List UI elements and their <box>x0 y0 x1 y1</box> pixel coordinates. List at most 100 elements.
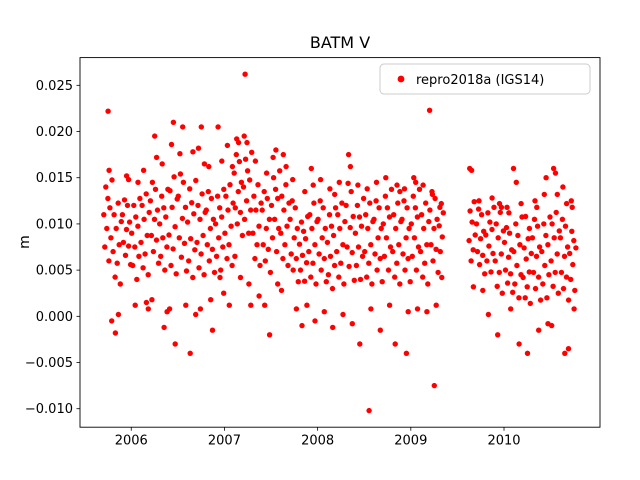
data-point <box>277 168 283 174</box>
data-point <box>328 223 335 229</box>
data-point <box>412 205 419 211</box>
data-point <box>554 251 560 257</box>
data-point <box>107 205 113 211</box>
data-point <box>365 225 371 232</box>
data-point <box>488 269 494 275</box>
data-point <box>312 318 318 324</box>
data-point <box>227 182 233 188</box>
y-tick-label: 0.015 <box>36 171 73 186</box>
data-point <box>495 332 501 338</box>
data-point <box>516 341 522 347</box>
data-point <box>489 195 495 201</box>
data-point <box>195 202 201 209</box>
data-point <box>198 124 204 130</box>
data-point <box>275 195 281 202</box>
data-point <box>221 290 227 296</box>
data-point <box>351 277 357 283</box>
data-point <box>530 269 537 276</box>
data-point <box>422 260 428 266</box>
data-point <box>524 350 531 356</box>
data-point <box>477 236 484 242</box>
data-point <box>504 204 510 210</box>
data-point <box>135 179 141 185</box>
x-tick-label: 2007 <box>208 434 241 449</box>
data-point <box>491 204 497 210</box>
data-point <box>215 124 221 130</box>
data-point <box>297 267 304 273</box>
y-tick-label: 0.010 <box>36 217 73 232</box>
data-point <box>327 186 333 192</box>
data-point <box>437 248 443 255</box>
data-point <box>564 244 571 250</box>
data-point <box>166 232 172 238</box>
data-point <box>106 258 112 264</box>
data-point <box>373 179 380 185</box>
data-point <box>526 269 532 275</box>
data-point <box>152 186 159 192</box>
data-point <box>321 255 327 262</box>
data-point <box>420 274 426 280</box>
y-tick-label: 0.000 <box>36 310 73 325</box>
data-point <box>480 252 486 258</box>
data-point <box>292 205 298 211</box>
data-point <box>551 235 557 241</box>
data-point <box>103 184 109 190</box>
data-point <box>306 248 312 255</box>
data-point <box>346 263 352 270</box>
data-point <box>253 207 259 213</box>
data-point <box>232 253 238 259</box>
data-point <box>403 350 410 356</box>
data-point <box>172 341 178 347</box>
data-point <box>199 191 205 197</box>
data-point <box>283 163 289 170</box>
data-point <box>289 198 295 204</box>
data-point <box>147 198 154 204</box>
data-point <box>178 254 185 260</box>
data-point <box>310 260 316 266</box>
data-point <box>206 163 212 170</box>
data-point <box>367 200 373 206</box>
data-point <box>112 274 118 280</box>
data-point <box>327 253 334 259</box>
data-point <box>123 226 130 233</box>
data-point <box>408 221 414 227</box>
data-point <box>571 306 577 312</box>
data-point <box>433 246 439 252</box>
data-point <box>341 281 347 287</box>
data-point <box>299 322 305 329</box>
data-point <box>242 156 249 162</box>
data-point <box>532 285 539 292</box>
data-point <box>390 248 396 255</box>
data-point <box>411 175 417 181</box>
data-point <box>376 205 382 211</box>
data-point <box>514 262 520 269</box>
data-point <box>386 214 393 220</box>
data-point <box>291 235 297 241</box>
data-point <box>513 221 519 227</box>
data-point <box>166 306 173 312</box>
data-point <box>319 235 325 241</box>
data-point <box>410 193 416 199</box>
y-tick-label: 0.025 <box>36 79 73 94</box>
data-point <box>524 284 530 290</box>
data-point <box>430 258 436 264</box>
data-point <box>573 245 579 251</box>
data-point <box>399 216 405 222</box>
data-point <box>470 284 477 290</box>
x-tick-label: 2008 <box>301 434 334 449</box>
x-tick-label: 2006 <box>115 434 148 449</box>
data-point <box>143 191 149 197</box>
data-point <box>363 212 369 218</box>
data-point <box>226 302 232 308</box>
data-point <box>536 327 542 333</box>
data-point <box>436 223 442 229</box>
data-point <box>248 302 254 308</box>
data-point <box>175 193 181 199</box>
data-point <box>207 225 214 232</box>
data-point <box>153 237 160 243</box>
data-point <box>225 207 231 213</box>
data-point <box>250 230 256 236</box>
data-point <box>181 240 188 246</box>
data-point <box>158 253 164 259</box>
data-point <box>348 188 354 195</box>
